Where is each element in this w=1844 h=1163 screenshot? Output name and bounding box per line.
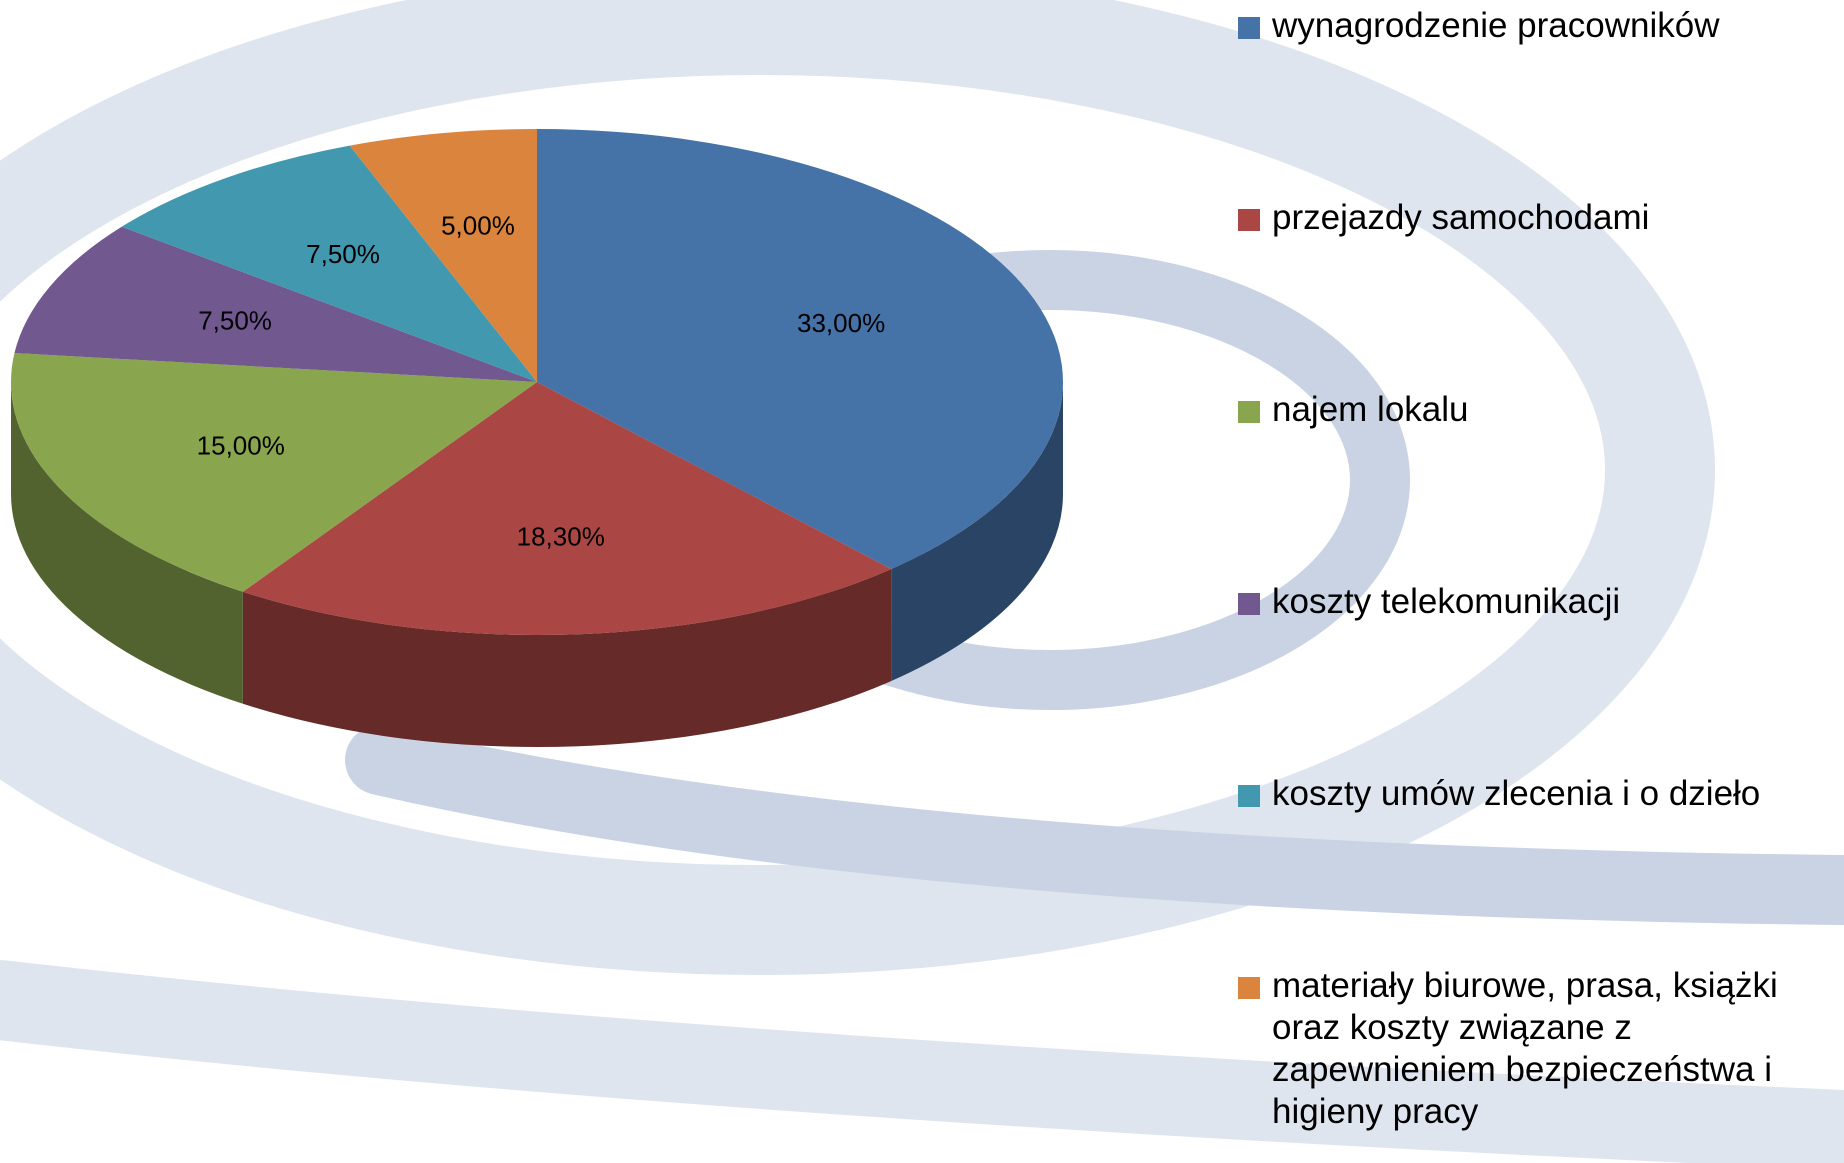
legend-label: koszty telekomunikacji: [1272, 581, 1832, 623]
value-label: 15,00%: [197, 430, 285, 460]
legend-swatch: [1238, 593, 1260, 615]
legend-label: materiały biurowe, prasa, książki oraz k…: [1272, 965, 1832, 1133]
legend-swatch: [1238, 785, 1260, 807]
value-label: 7,50%: [198, 306, 272, 336]
value-label: 7,50%: [306, 239, 380, 269]
pie-tops: [11, 129, 1063, 635]
legend-swatch: [1238, 17, 1260, 39]
legend-label: najem lokalu: [1272, 389, 1832, 431]
legend-swatch: [1238, 209, 1260, 231]
legend-label: wynagrodzenie pracowników: [1272, 5, 1832, 47]
legend-label: koszty umów zlecenia i o dzieło: [1272, 773, 1832, 815]
legend-swatch: [1238, 977, 1260, 999]
value-label: 33,00%: [797, 308, 885, 338]
value-label: 18,30%: [517, 521, 605, 551]
value-label: 5,00%: [441, 211, 515, 241]
page: 33,00% 18,30% 15,00% 7,50% 7,50% 5,00% wynagr…: [0, 0, 1844, 1163]
legend-swatch: [1238, 401, 1260, 423]
legend-label: przejazdy samochodami: [1272, 197, 1832, 239]
